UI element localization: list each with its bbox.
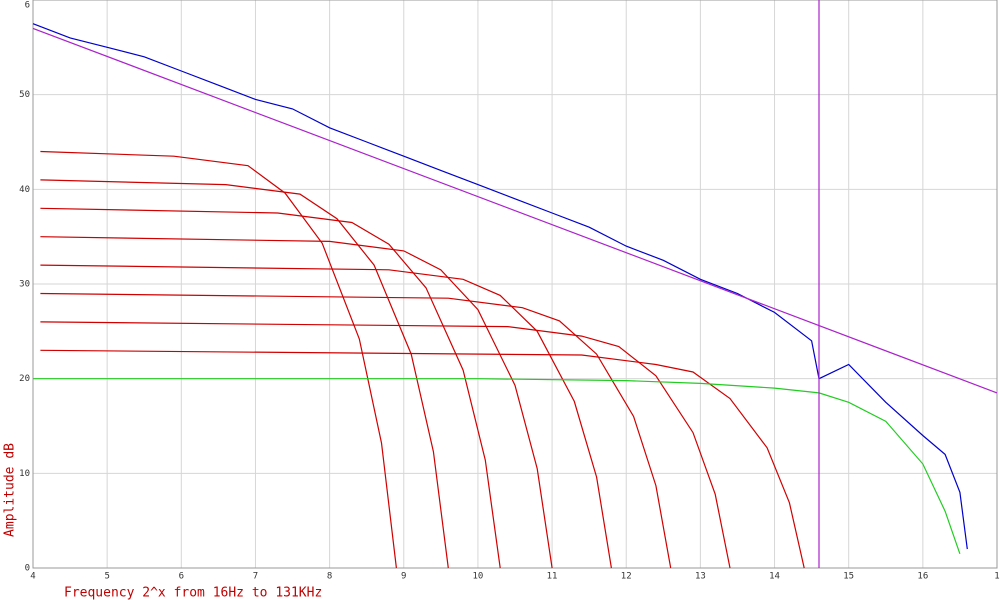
x-axis-title: Frequency 2^x from 16Hz to 131KHz [64, 586, 322, 600]
plot-frame [32, 0, 998, 569]
series-line [40, 150, 397, 569]
plot [32, 0, 998, 569]
series-line [32, 27, 998, 394]
series-line [40, 207, 501, 569]
series-line [40, 349, 805, 569]
series-line [40, 292, 672, 569]
series-line [40, 236, 553, 569]
series-line [32, 23, 968, 550]
x-tick-label: 1 [994, 572, 999, 582]
y-tick-label: 30 [19, 280, 30, 290]
y-tick-label: 20 [19, 374, 30, 384]
series-line [40, 179, 449, 569]
x-tick-label: 9 [401, 572, 406, 582]
x-tick-label: 6 [179, 572, 184, 582]
x-tick-label: 5 [104, 572, 109, 582]
x-tick-label: 14 [769, 572, 780, 582]
x-tick-label: 10 [473, 572, 484, 582]
series-line [40, 264, 612, 569]
y-axis-title: Amplitude dB [3, 443, 18, 537]
y-tick-label: 40 [19, 185, 30, 195]
series-line [40, 321, 731, 569]
x-tick-label: 8 [327, 572, 332, 582]
x-tick-label: 13 [695, 572, 706, 582]
x-tick-label: 12 [621, 572, 632, 582]
x-tick-label: 15 [843, 572, 854, 582]
x-tick-label: 11 [547, 572, 558, 582]
y-tick-label: 50 [19, 90, 30, 100]
y-tick-label: 0 [25, 564, 30, 574]
y-tick-label: 6 [25, 1, 30, 11]
x-tick-label: 4 [30, 572, 35, 582]
x-tick-label: 16 [917, 572, 928, 582]
y-tick-label: 10 [19, 469, 30, 479]
x-tick-label: 7 [253, 572, 258, 582]
